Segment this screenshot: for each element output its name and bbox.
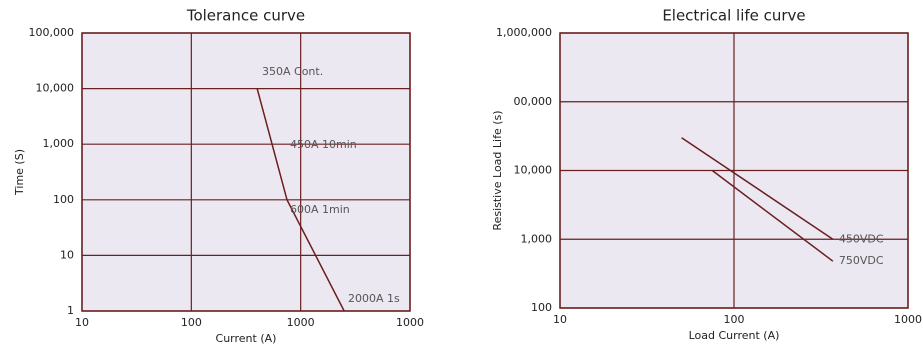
y-axis-label: Time (S) — [13, 149, 26, 196]
y-tick-label: 1 — [67, 304, 74, 317]
y-tick-label: 100,000 — [29, 26, 75, 39]
series-label: 750VDC — [839, 254, 884, 267]
y-tick-label: 100 — [53, 193, 74, 206]
plot-area — [81, 32, 411, 312]
series-label: 450VDC — [839, 232, 884, 245]
x-axis-label: Load Current (A) — [689, 329, 780, 342]
y-tick-label: 100 — [531, 301, 552, 314]
chart-title: Electrical life curve — [662, 7, 805, 25]
x-tick-label: 1000 — [287, 316, 315, 329]
x-tick-label: 1000 — [396, 316, 424, 329]
annotation: 600A 1min — [290, 203, 350, 216]
y-axis-label: Resistive Load Life (s) — [491, 110, 504, 230]
x-tick-label: 1000 — [894, 313, 922, 326]
chart-title: Tolerance curve — [186, 7, 305, 25]
y-tick-label: 1,000 — [521, 232, 553, 245]
x-axis-label: Current (A) — [216, 332, 277, 345]
y-tick-label: 10,000 — [36, 82, 75, 95]
x-tick-label: 10 — [75, 316, 89, 329]
y-tick-label: 10,000 — [514, 164, 553, 177]
annotation: 350A Cont. — [262, 65, 323, 78]
x-tick-label: 10 — [553, 313, 567, 326]
annotation: 450A 10min — [290, 138, 357, 151]
x-tick-label: 100 — [724, 313, 745, 326]
series-line — [256, 88, 345, 312]
annotation: 2000A 1s — [348, 292, 400, 305]
y-tick-label: 1,000,000 — [496, 26, 552, 39]
series-line — [681, 137, 834, 240]
series-line — [711, 169, 834, 262]
y-tick-label: 00,000 — [514, 95, 553, 108]
y-tick-label: 10 — [60, 248, 74, 261]
x-tick-label: 100 — [181, 316, 202, 329]
y-tick-label: 1,000 — [43, 137, 75, 150]
